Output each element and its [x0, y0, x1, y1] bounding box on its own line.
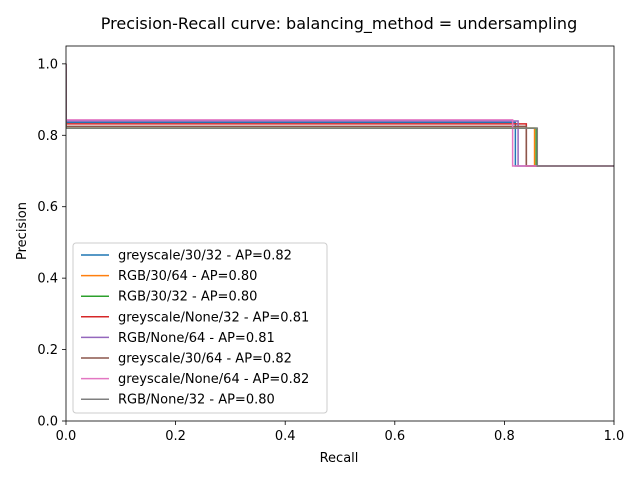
legend-entry: RGB/30/64 - AP=0.80 — [118, 269, 257, 284]
x-tick-label: 0.4 — [275, 429, 296, 444]
legend-entry: RGB/None/64 - AP=0.81 — [118, 331, 275, 346]
plot-area — [65, 45, 615, 422]
x-tick-label: 0.6 — [384, 429, 405, 444]
x-tick-label: 0.0 — [56, 429, 77, 444]
y-tick-label: 0.8 — [37, 129, 58, 144]
legend-entry: RGB/30/32 - AP=0.80 — [118, 290, 257, 305]
x-tick-label: 0.2 — [165, 429, 186, 444]
y-tick-label: 0.2 — [37, 343, 58, 358]
legend-box — [72, 242, 328, 414]
legend-entry: RGB/None/32 - AP=0.80 — [118, 393, 275, 408]
x-tick-label: 1.0 — [604, 429, 625, 444]
axis-ticks: 0.0 0.2 0.4 0.6 0.8 1.0 0.0 0.2 0.4 0.6 0.8 1.0 — [37, 57, 624, 444]
series-line-8 — [66, 63, 614, 167]
legend-entry: greyscale/30/64 - AP=0.82 — [118, 352, 292, 367]
y-tick-label: 0.0 — [37, 415, 58, 430]
legend-entry: greyscale/None/64 - AP=0.82 — [118, 372, 309, 387]
series-lines — [66, 63, 614, 167]
y-tick-label: 1.0 — [37, 57, 58, 72]
y-axis-label: Precision — [15, 202, 30, 260]
legend: greyscale/30/32 - AP=0.82 RGB/30/64 - AP=… — [72, 242, 328, 414]
chart-title: Precision-Recall curve: balancing_method… — [101, 14, 577, 34]
axes-frame — [65, 45, 615, 422]
y-tick-label: 0.6 — [37, 200, 58, 215]
legend-entry: greyscale/None/32 - AP=0.81 — [118, 310, 309, 325]
y-tick-label: 0.4 — [37, 272, 58, 287]
legend-entry: greyscale/30/32 - AP=0.82 — [118, 249, 292, 264]
x-axis-label: Recall — [320, 451, 359, 466]
x-tick-label: 0.8 — [494, 429, 515, 444]
